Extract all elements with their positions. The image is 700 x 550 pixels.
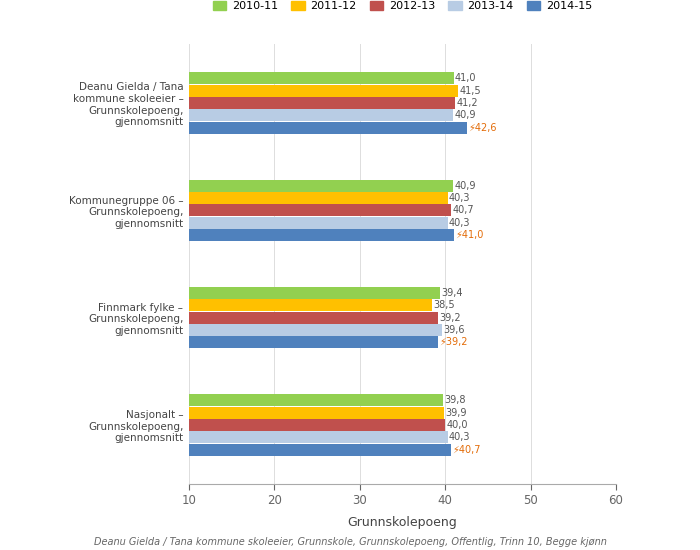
Bar [189,444,452,455]
Bar [189,205,452,216]
Text: 39,4: 39,4 [442,288,463,298]
Text: 39,8: 39,8 [444,395,466,405]
Bar [189,337,438,348]
Text: 41,2: 41,2 [456,98,478,108]
Legend: 2010-11, 2011-12, 2012-13, 2013-14, 2014-15: 2010-11, 2011-12, 2012-13, 2013-14, 2014… [209,0,596,16]
Text: ⚡41,0: ⚡41,0 [455,230,484,240]
X-axis label: Grunnskolepoeng: Grunnskolepoeng [348,516,457,529]
Text: ⚡40,7: ⚡40,7 [452,444,481,455]
Bar [189,192,448,204]
Bar [189,97,456,109]
Bar [189,287,440,299]
Text: 40,3: 40,3 [449,432,470,442]
Text: 39,2: 39,2 [440,312,461,323]
Bar [189,431,448,443]
Bar [189,407,444,419]
Bar [189,180,453,191]
Text: 38,5: 38,5 [434,300,455,310]
Bar [189,394,444,406]
Text: 39,6: 39,6 [443,325,465,335]
Bar [189,85,458,97]
Bar [189,299,433,311]
Bar [189,419,445,431]
Bar [189,109,453,121]
Text: 40,7: 40,7 [452,205,474,216]
Text: 40,9: 40,9 [454,111,476,120]
Text: 40,9: 40,9 [454,180,476,191]
Text: Deanu Gielda / Tana kommune skoleeier, Grunnskole, Grunnskolepoeng, Offentlig, T: Deanu Gielda / Tana kommune skoleeier, G… [94,537,606,547]
Bar [189,122,468,134]
Text: 41,0: 41,0 [455,73,477,84]
Text: ⚡39,2: ⚡39,2 [440,337,468,348]
Text: ⚡42,6: ⚡42,6 [469,123,497,133]
Text: 39,9: 39,9 [446,408,467,417]
Bar [189,73,454,84]
Text: 40,0: 40,0 [447,420,468,430]
Text: 40,3: 40,3 [449,193,470,203]
Text: 41,5: 41,5 [459,86,481,96]
Bar [189,312,438,323]
Bar [189,217,448,229]
Bar [189,229,454,241]
Bar [189,324,442,336]
Text: 40,3: 40,3 [449,218,470,228]
